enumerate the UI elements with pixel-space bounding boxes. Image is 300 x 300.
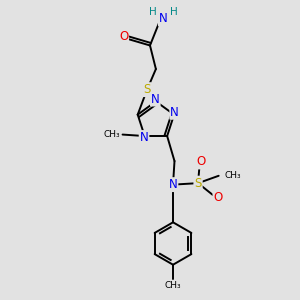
Text: H: H [170, 7, 178, 17]
Text: O: O [196, 155, 206, 169]
Text: CH₃: CH₃ [224, 171, 241, 180]
Text: CH₃: CH₃ [165, 281, 181, 290]
Text: CH₃: CH₃ [103, 130, 120, 139]
Text: S: S [143, 83, 151, 96]
Text: N: N [140, 131, 148, 144]
Text: H: H [149, 7, 157, 17]
Text: S: S [194, 177, 202, 190]
Text: O: O [214, 191, 223, 204]
Text: N: N [159, 13, 168, 26]
Text: O: O [119, 30, 128, 43]
Text: N: N [151, 93, 160, 106]
Text: N: N [169, 178, 177, 191]
Text: N: N [170, 106, 179, 119]
